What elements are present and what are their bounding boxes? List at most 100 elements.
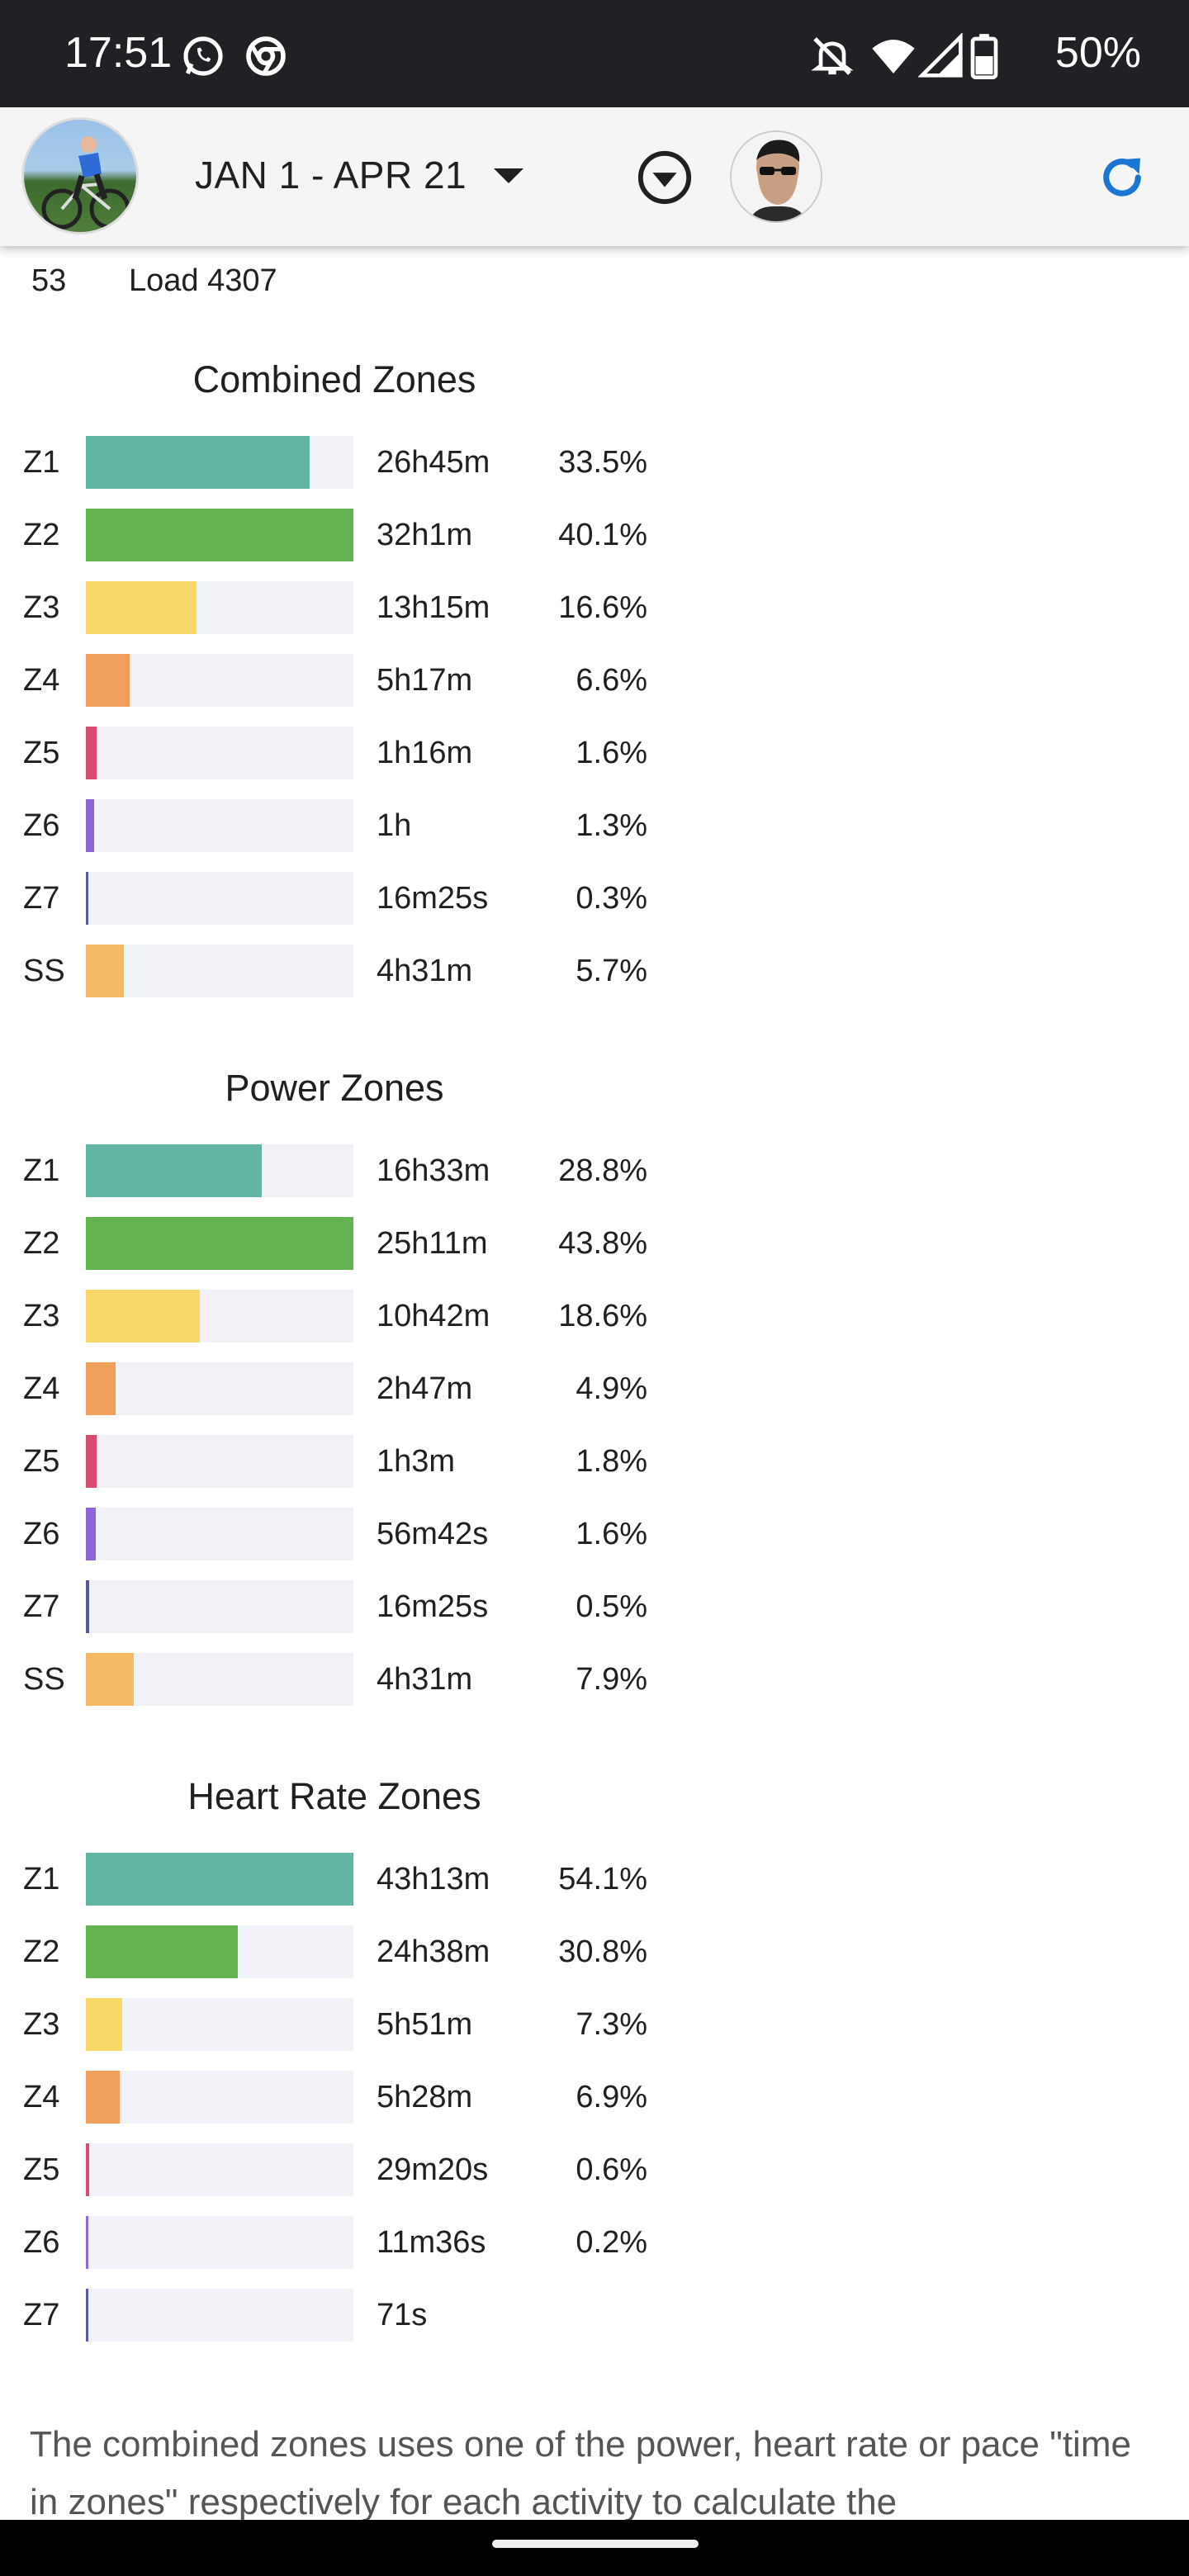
zone-bar-track — [86, 945, 353, 997]
zone-percent: 0.6% — [576, 2152, 647, 2187]
zone-time: 1h — [377, 808, 412, 843]
battery-percent: 50% — [1054, 29, 1141, 77]
section-title: Combined Zones — [192, 358, 476, 400]
home-gesture-handle[interactable] — [492, 2540, 699, 2548]
zone-percent: 0.5% — [576, 1589, 647, 1624]
zone-row: Z6 11m36s 0.2% — [0, 2216, 1189, 2269]
zone-bar-track — [86, 1580, 353, 1633]
zone-bar-track — [86, 1217, 353, 1270]
zone-label: Z7 — [23, 2298, 60, 2332]
zone-bar-track — [86, 1853, 353, 1906]
zone-bar-fill — [86, 1653, 134, 1706]
zone-time: 2h47m — [377, 1371, 473, 1406]
zone-percent: 7.9% — [576, 1662, 647, 1697]
zone-bar-fill — [86, 1853, 353, 1906]
zone-bar-fill — [86, 1998, 122, 2051]
user-avatar[interactable] — [730, 130, 822, 223]
filter-circle-icon[interactable] — [636, 149, 694, 206]
zone-label: Z1 — [23, 1153, 60, 1188]
zone-label: Z6 — [23, 808, 60, 843]
zone-bar-track — [86, 1508, 353, 1560]
zone-time: 10h42m — [377, 1299, 490, 1333]
status-bar: 17:51 50% — [0, 0, 1189, 107]
zone-bar-track — [86, 872, 353, 925]
refresh-icon[interactable] — [1095, 150, 1149, 205]
zone-percent: 1.6% — [576, 736, 647, 770]
zone-row: Z5 1h16m 1.6% — [0, 727, 1189, 779]
zone-time: 32h1m — [377, 518, 473, 552]
zone-label: Z7 — [23, 881, 60, 916]
zone-label: Z1 — [23, 1862, 60, 1896]
zone-time: 1h3m — [377, 1444, 456, 1479]
zone-time: 24h38m — [377, 1934, 490, 1969]
zone-label: Z6 — [23, 2225, 60, 2260]
zone-row: Z4 5h28m 6.9% — [0, 2071, 1189, 2124]
date-range-selector[interactable]: JAN 1 - APR 21 — [195, 154, 467, 197]
zone-label: Z2 — [23, 1226, 60, 1261]
zone-time: 5h28m — [377, 2080, 473, 2114]
zone-row: Z7 16m25s 0.3% — [0, 872, 1189, 925]
zone-time: 16m25s — [377, 881, 489, 916]
zone-label: Z1 — [23, 445, 60, 480]
zone-bar-fill — [86, 727, 97, 779]
zone-label: Z3 — [23, 590, 60, 625]
athlete-avatar[interactable] — [21, 117, 139, 234]
zone-time: 11m36s — [377, 2225, 486, 2260]
zone-time: 4h31m — [377, 1662, 473, 1697]
zone-bar-track — [86, 1290, 353, 1342]
zone-bar-fill — [86, 2289, 88, 2342]
zone-bar-track — [86, 509, 353, 561]
zone-row: SS 4h31m 7.9% — [0, 1653, 1189, 1706]
zone-bar-track — [86, 1925, 353, 1978]
zone-label: Z6 — [23, 1517, 60, 1551]
zone-time: 13h15m — [377, 590, 490, 625]
zone-label: Z5 — [23, 2152, 60, 2187]
zone-percent: 6.6% — [576, 663, 647, 698]
zone-bar-fill — [86, 1290, 200, 1342]
zone-percent: 33.5% — [558, 445, 647, 480]
zone-bar-track — [86, 2143, 353, 2196]
wifi-icon — [872, 40, 915, 73]
zone-bar-fill — [86, 2143, 89, 2196]
zone-percent: 7.3% — [576, 2007, 647, 2042]
zone-row: Z2 32h1m 40.1% — [0, 509, 1189, 561]
zone-bar-track — [86, 1653, 353, 1706]
combined-zones-footnote: The combined zones uses one of the power… — [30, 2424, 1131, 2522]
zone-time: 26h45m — [377, 445, 490, 480]
total-load: Load 4307 — [129, 263, 277, 298]
zone-percent: 1.3% — [576, 808, 647, 843]
zone-percent: 0.3% — [576, 881, 647, 916]
zone-row: Z1 43h13m 54.1% — [0, 1853, 1189, 1906]
zone-row: Z3 5h51m 7.3% — [0, 1998, 1189, 2051]
zone-time: 4h31m — [377, 954, 473, 988]
battery-icon — [970, 34, 998, 79]
zone-row: Z7 16m25s 0.5% — [0, 1580, 1189, 1633]
zone-label: Z7 — [23, 1589, 60, 1624]
zone-percent: 40.1% — [558, 518, 647, 552]
zone-bar-fill — [86, 436, 310, 489]
zone-row: Z2 24h38m 30.8% — [0, 1925, 1189, 1978]
zone-time: 5h51m — [377, 2007, 473, 2042]
zone-time: 71s — [377, 2298, 428, 2332]
zone-percent: 30.8% — [558, 1934, 647, 1969]
zone-bar-fill — [86, 945, 124, 997]
zone-bar-fill — [86, 1435, 97, 1488]
zone-percent: 18.6% — [558, 1299, 647, 1333]
zone-bar-fill — [86, 2071, 120, 2124]
zone-bar-track — [86, 581, 353, 634]
zone-bar-track — [86, 2289, 353, 2342]
zone-row: Z5 29m20s 0.6% — [0, 2143, 1189, 2196]
zone-label: SS — [23, 954, 65, 988]
whatsapp-icon — [183, 36, 223, 76]
zone-row: Z4 2h47m 4.9% — [0, 1362, 1189, 1415]
zone-time: 56m42s — [377, 1517, 489, 1551]
zone-bar-fill — [86, 581, 197, 634]
zone-bar-track — [86, 727, 353, 779]
zone-bar-fill — [86, 1217, 353, 1270]
zone-label: Z5 — [23, 736, 60, 770]
dropdown-caret-icon[interactable] — [494, 168, 523, 183]
zone-bar-track — [86, 654, 353, 707]
zone-label: Z3 — [23, 1299, 60, 1333]
zone-row: Z3 13h15m 16.6% — [0, 581, 1189, 634]
zone-row: Z4 5h17m 6.6% — [0, 654, 1189, 707]
